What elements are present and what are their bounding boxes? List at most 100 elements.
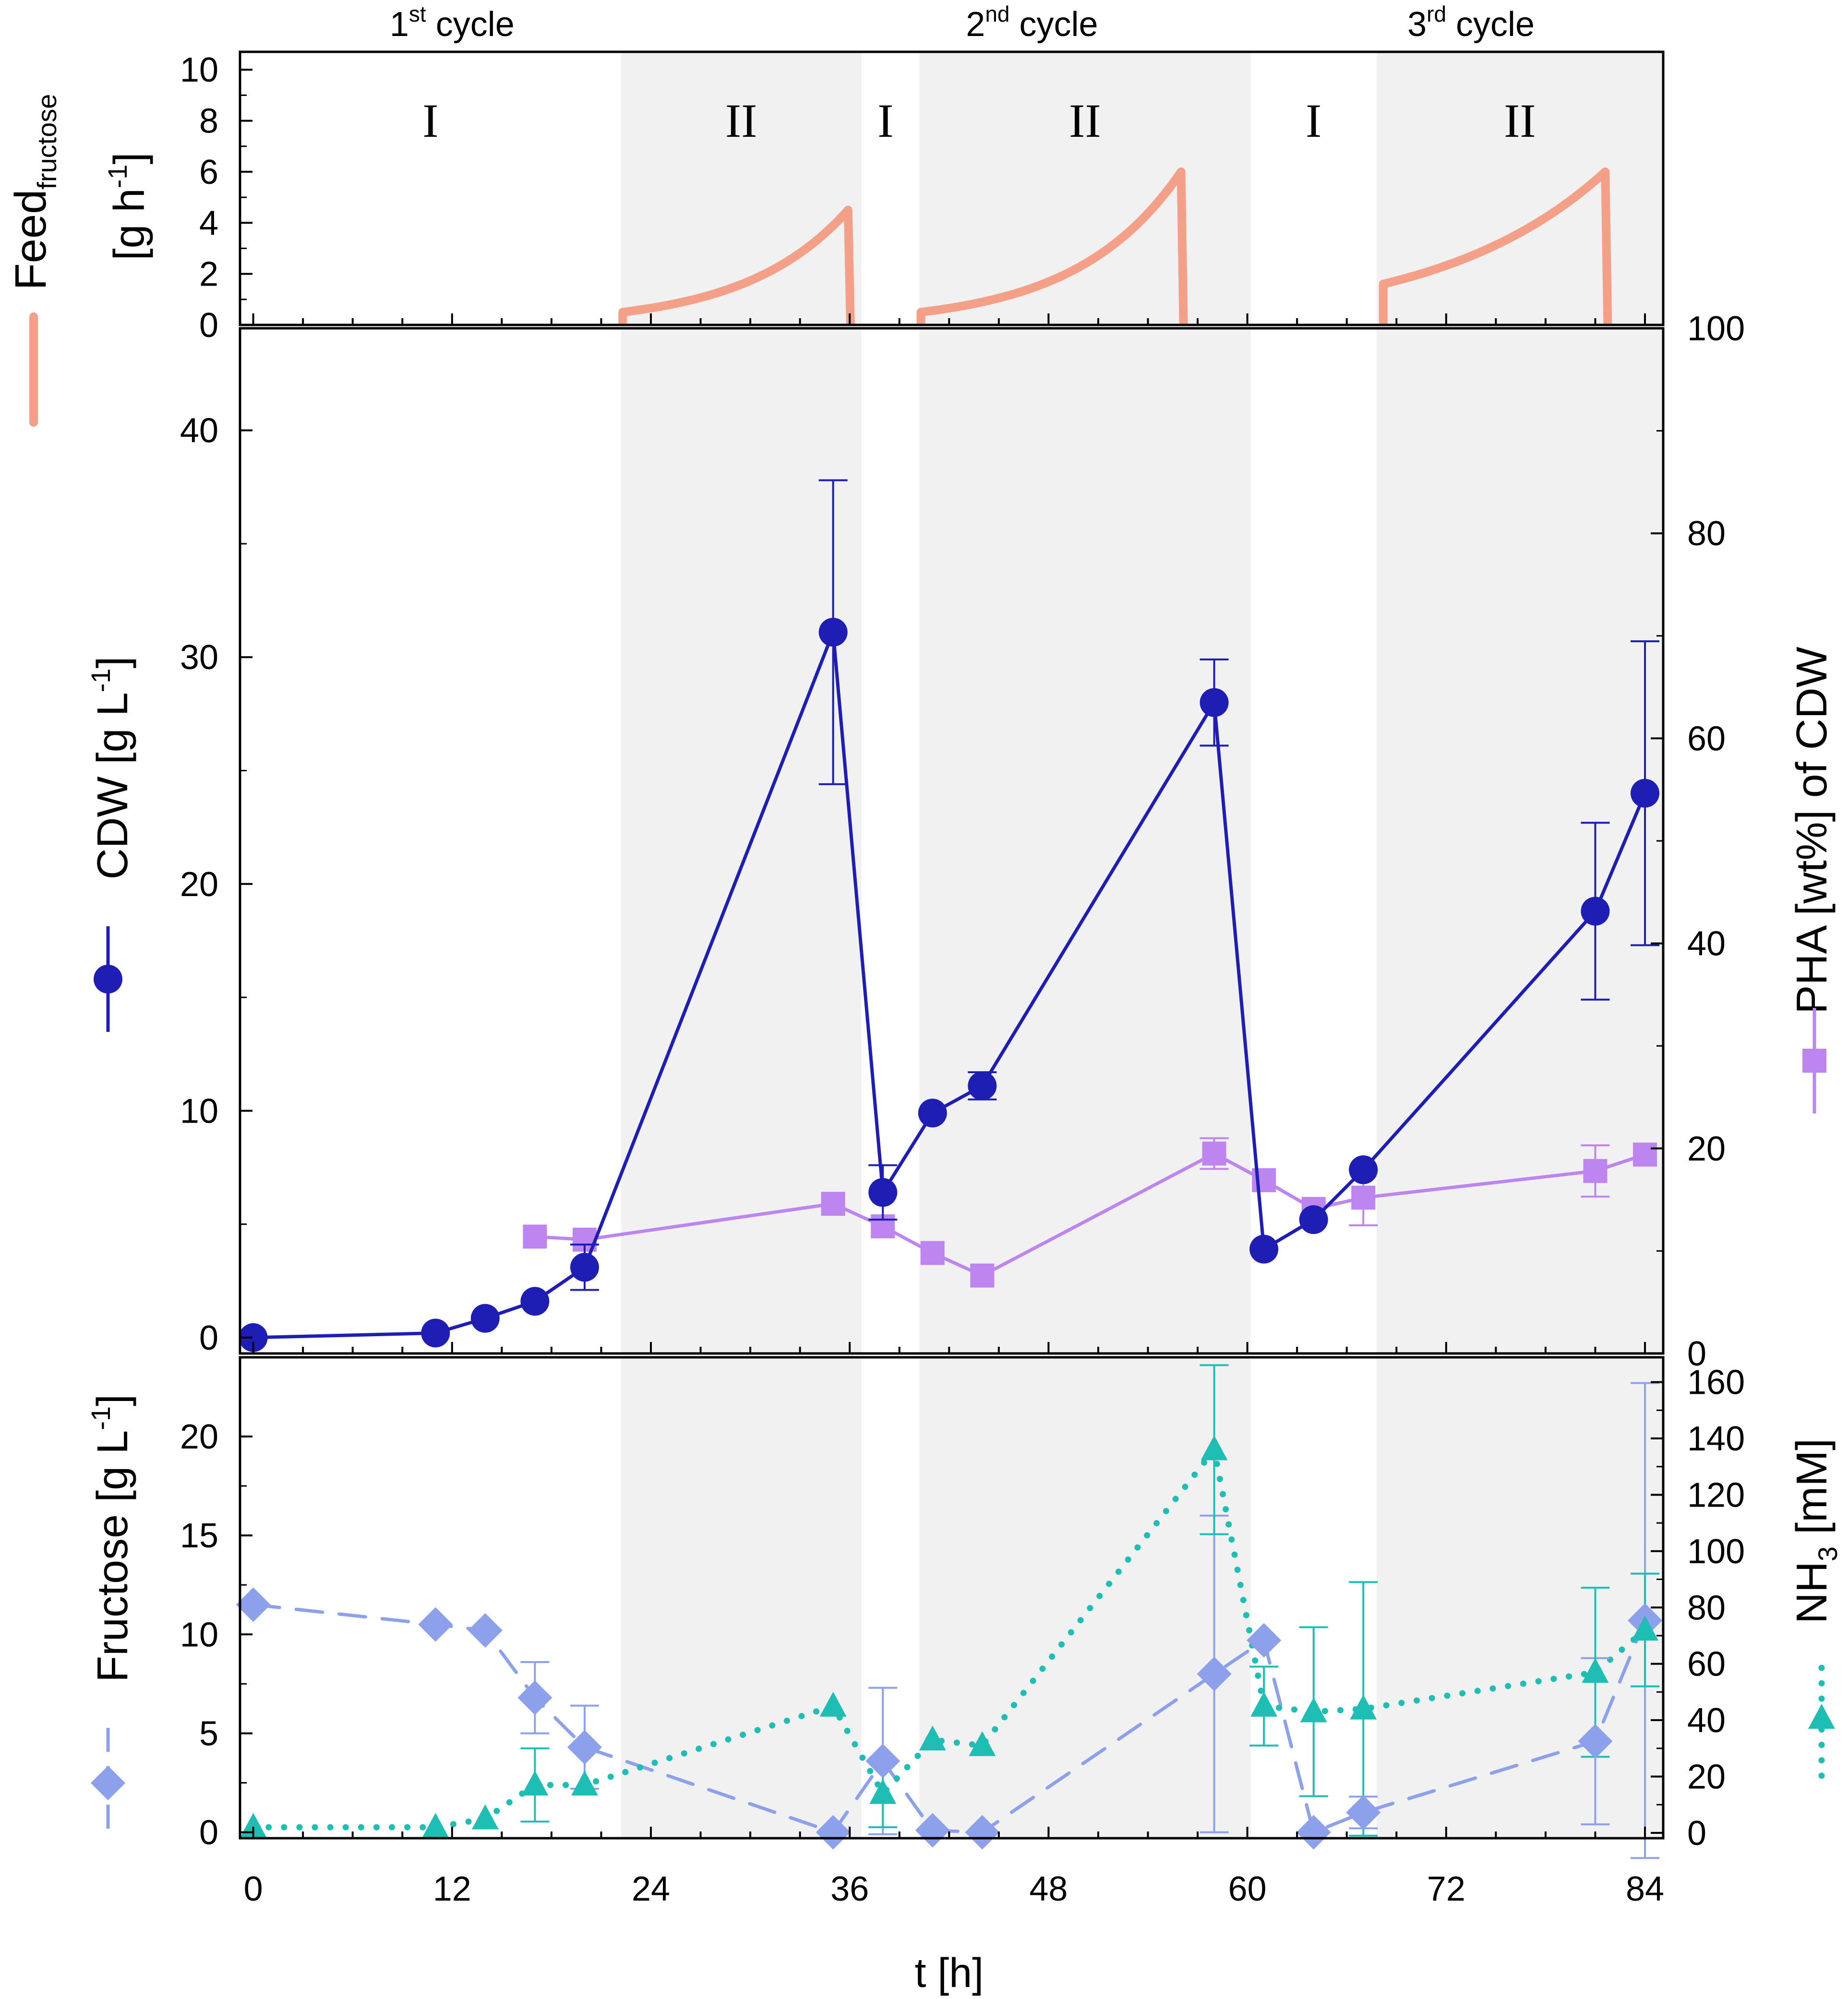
nh3-point bbox=[1350, 1694, 1377, 1720]
cdw-y-tick-label: 20 bbox=[180, 865, 218, 904]
fructose-point bbox=[236, 1587, 271, 1622]
x-tick-label: 24 bbox=[632, 1870, 670, 1908]
phase-shade-1-0 bbox=[621, 52, 862, 325]
phase-labels: I II I II I II bbox=[422, 94, 1536, 147]
phase-shade-3-1 bbox=[919, 328, 1251, 1353]
cdw-y-label-part: ] bbox=[89, 657, 137, 669]
cdw-point bbox=[1249, 1234, 1279, 1264]
feed-legend-label: Feedfructose bbox=[6, 94, 62, 290]
pha-point bbox=[821, 1192, 845, 1216]
feed-y-label-part: ] bbox=[106, 153, 154, 165]
pha-y-label-part: PHA [wt%] of CDW bbox=[1788, 646, 1836, 1014]
phase-shade-5-1 bbox=[1376, 328, 1663, 1353]
x-tick-label: 84 bbox=[1626, 1870, 1664, 1908]
fructose-legend-marker bbox=[91, 1766, 125, 1800]
feed-y-tick-label: 0 bbox=[199, 306, 218, 345]
cycle-word: cycle bbox=[1009, 5, 1098, 44]
cycle-label: 1st cycle bbox=[390, 1, 515, 44]
nh3-y-label-part: [mM] bbox=[1788, 1438, 1836, 1546]
nh3-point bbox=[1250, 1691, 1278, 1717]
fructose-y-label-part: Fructose [g L bbox=[89, 1430, 137, 1682]
cdw-point bbox=[239, 1323, 268, 1352]
cdw-point bbox=[1581, 897, 1610, 926]
cdw-point bbox=[421, 1318, 450, 1348]
cdw-point bbox=[520, 1287, 550, 1316]
feed-curve-segment-0 bbox=[618, 205, 855, 325]
cycle-word: cycle bbox=[1446, 5, 1535, 44]
cycle-superscript: nd bbox=[985, 1, 1009, 26]
feed-y-tick-label: 4 bbox=[199, 204, 218, 242]
nh3-y-tick-label: 60 bbox=[1687, 1645, 1726, 1684]
phase-shade-1-2 bbox=[621, 1357, 862, 1838]
cycle-label: 2nd cycle bbox=[966, 1, 1098, 44]
cdw-point bbox=[1299, 1205, 1328, 1234]
cdw-point bbox=[470, 1304, 500, 1333]
cycle-superscript: st bbox=[409, 1, 426, 26]
fructose-point bbox=[418, 1607, 453, 1642]
nh3-y-tick-label: 100 bbox=[1687, 1532, 1745, 1571]
pha-y-tick-label: 20 bbox=[1687, 1130, 1726, 1168]
fructose-y-tick-label: 0 bbox=[199, 1814, 218, 1852]
fructose-y-label-part: ] bbox=[89, 1394, 137, 1406]
nh3-point bbox=[422, 1813, 449, 1838]
pha-point bbox=[1583, 1159, 1608, 1183]
nh3-y-tick-label: 160 bbox=[1687, 1364, 1745, 1402]
pha-point bbox=[523, 1224, 547, 1249]
nh3-point bbox=[1582, 1658, 1609, 1683]
cdw-y-tick-label: 10 bbox=[180, 1092, 218, 1130]
feed-y-label: [g h-1] bbox=[102, 153, 154, 261]
x-tick-label: 0 bbox=[244, 1870, 263, 1908]
cdw-y-label-part: CDW [g L bbox=[89, 692, 137, 879]
nh3-point bbox=[471, 1804, 499, 1830]
pha-y-tick-label: 80 bbox=[1687, 515, 1726, 553]
cycle-labels: 1st cycle 2nd cycle 3rd cycle bbox=[390, 1, 1535, 44]
phase-shade-5-0 bbox=[1376, 52, 1663, 325]
pha-y-tick-label: 40 bbox=[1687, 925, 1726, 963]
fructose-point bbox=[1296, 1815, 1331, 1850]
pha-point bbox=[920, 1241, 945, 1265]
fructose-point bbox=[1346, 1795, 1381, 1830]
nh3-y-label-part: NH bbox=[1788, 1561, 1836, 1624]
fructose-y-label: Fructose [g L-1] bbox=[85, 1394, 137, 1682]
x-tick-label: 48 bbox=[1029, 1870, 1068, 1908]
fructose-point bbox=[865, 1744, 900, 1779]
x-tick-label: 12 bbox=[433, 1870, 471, 1908]
cdw-y-tick-label: 40 bbox=[180, 412, 218, 450]
cdw-legend-marker bbox=[94, 965, 122, 994]
pha-line bbox=[533, 1152, 1647, 1278]
pha-point bbox=[1351, 1185, 1376, 1210]
pha-point bbox=[1202, 1141, 1226, 1166]
cdw-point bbox=[968, 1071, 997, 1101]
cdw-y-label-part: -1 bbox=[85, 669, 116, 693]
phase-label: I bbox=[877, 94, 893, 147]
phase-shading bbox=[621, 52, 1663, 1838]
series-layer bbox=[236, 167, 1663, 1859]
fructose-point bbox=[1197, 1656, 1232, 1691]
nh3-point bbox=[1300, 1697, 1327, 1723]
nh3-y-tick-label: 0 bbox=[1687, 1814, 1706, 1853]
phase-shade-1-1 bbox=[621, 328, 862, 1353]
nh3-legend-marker bbox=[1808, 1704, 1835, 1729]
fructose-point bbox=[816, 1815, 851, 1850]
fructose-point bbox=[965, 1815, 1000, 1850]
phase-label: II bbox=[725, 94, 757, 147]
feed-y-tick-label: 2 bbox=[199, 255, 218, 294]
nh3-point bbox=[919, 1725, 946, 1751]
cdw-point bbox=[868, 1178, 898, 1207]
nh3-point bbox=[869, 1779, 897, 1804]
nh3-y-label: NH3 [mM] bbox=[1788, 1438, 1843, 1624]
cdw-point bbox=[818, 618, 848, 647]
x-tick-label: 36 bbox=[830, 1870, 869, 1908]
pha-y-tick-label: 100 bbox=[1687, 310, 1745, 348]
cdw-y-tick-label: 0 bbox=[199, 1319, 218, 1357]
axes-layer bbox=[239, 50, 1665, 1840]
fructose-y-tick-label: 10 bbox=[180, 1616, 218, 1654]
cdw-y-tick-label: 30 bbox=[180, 638, 218, 677]
feed-y-label-part: -1 bbox=[102, 165, 132, 189]
panel-frame-bottom bbox=[239, 1356, 1665, 1840]
cycle-label: 3rd cycle bbox=[1407, 1, 1535, 44]
nh3-y-label-part: 3 bbox=[1812, 1546, 1843, 1561]
nh3-point bbox=[1200, 1435, 1228, 1460]
fructose-y-label-part: -1 bbox=[85, 1406, 116, 1430]
